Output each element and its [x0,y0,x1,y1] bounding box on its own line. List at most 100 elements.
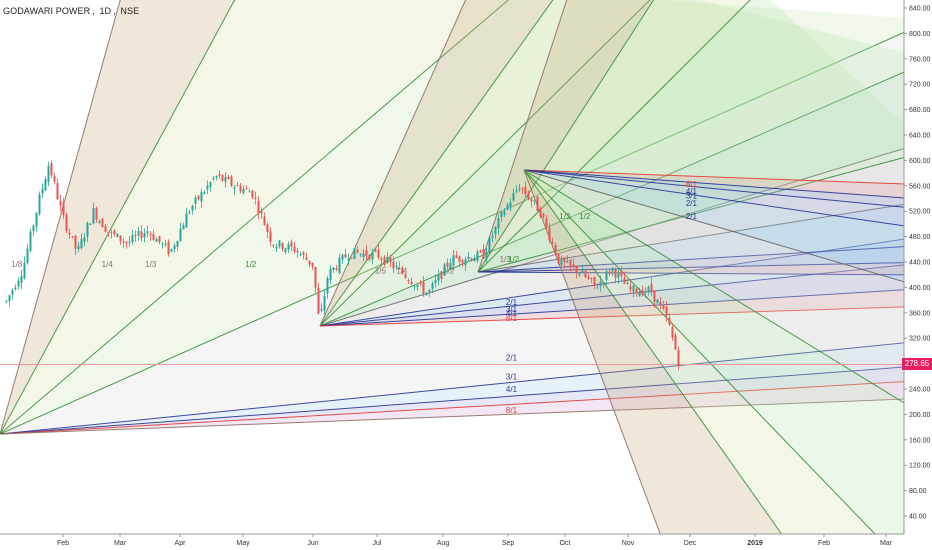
candle-body [437,274,440,281]
candle-body [83,237,86,242]
fan-jan-zone [0,0,932,434]
candle-body [395,266,398,268]
candle-body [5,300,8,302]
fan-ratio-label: 1/3 [559,212,571,221]
fan-aug-ray [477,199,932,273]
candle-body [131,235,134,243]
candle-body [89,223,92,225]
candle-body [116,233,119,238]
candle-body [560,258,563,265]
price-tick-label: 160.00 [909,437,931,444]
candle-body [287,244,290,250]
price-tick-label: 600.00 [909,158,931,165]
time-tick-label: Nov [622,540,635,547]
candle-body [521,187,524,190]
candle-body [587,277,590,279]
candle-body [62,202,65,216]
candle-body [224,176,227,182]
fan-sep-ray [523,169,932,231]
candle-body [200,192,203,202]
price-tick-label: 120.00 [909,463,931,470]
candle-body [188,212,191,214]
fan-jun-zone [320,0,932,326]
price-axis-bg [904,0,932,550]
fan-jan-ray [0,379,932,435]
fan-aug-zone [478,262,932,275]
candle-body [566,261,569,263]
candle-body [518,189,521,191]
fan-aug-ray [477,261,932,273]
candle-body [446,262,449,267]
candle-body [338,257,341,274]
candle-body [644,291,647,293]
candle-body [110,231,113,233]
candle-body [407,280,410,282]
candle-body [164,243,167,245]
fan-ratio-label: 1/2 [579,212,591,221]
candle-body [248,191,251,193]
candle-body [149,234,152,236]
candle-body [11,290,14,295]
candle-body [413,285,416,287]
candle-body [71,236,74,238]
fan-jun-ray [319,59,932,327]
candle-body [455,255,458,258]
fan-ratio-label: 3/1 [686,192,698,201]
fan-jun-ray [319,261,932,327]
candle-body [146,231,149,234]
candle-body [449,263,452,270]
candle-body [611,268,614,272]
candle-body [314,266,317,288]
candle-body [74,235,77,249]
price-tick-label: 760.00 [909,56,931,63]
candle-body [575,266,578,274]
fan-ratio-label: 2/1 [506,298,518,307]
candle-body [209,182,212,187]
candle-body [101,218,104,228]
fan-sep-ray [523,169,932,201]
price-tick-label: 640.00 [909,133,931,140]
candle-body [98,220,101,223]
candle-body [134,235,137,237]
candle-body [452,255,455,266]
fan-ratio-label: 3/1 [506,305,518,314]
candle-body [419,282,422,284]
candle-body [503,211,506,215]
candle-body [497,218,500,229]
candle-body [602,282,605,284]
candle-body [410,281,413,285]
candle-body [263,216,266,226]
candle-body [227,177,230,180]
candle-body [479,250,482,253]
candle-body [506,204,509,210]
candle-body [416,284,419,288]
candle-body [53,175,56,182]
candle-body [605,271,608,281]
candle-body [659,301,662,305]
price-tick-label: 800.00 [909,31,931,38]
candle-body [167,241,170,254]
time-tick-label: Mar [880,540,893,547]
candle-body [386,256,389,263]
fan-aug-ray [477,0,655,273]
candle-body [650,283,653,293]
candle-body [545,218,548,227]
candle-body [662,305,665,309]
candle-body [536,196,539,212]
candle-body [143,233,146,238]
time-tick-label: Sep [502,540,515,547]
candle-body [617,273,620,278]
fan-ratio-label: 8/1 [506,314,518,323]
fan-ratio-label: 4/1 [686,187,698,196]
candle-body [50,163,53,176]
candle-body [362,253,365,257]
price-tick-label: 200.00 [909,412,931,419]
candle-body [356,249,359,253]
candle-body [557,253,560,264]
price-tick-label: 40.00 [909,514,927,521]
fan-ratio-label: 1/5 [375,266,387,275]
candle-body [317,288,320,314]
candle-body [329,269,332,281]
candle-body [140,231,143,239]
